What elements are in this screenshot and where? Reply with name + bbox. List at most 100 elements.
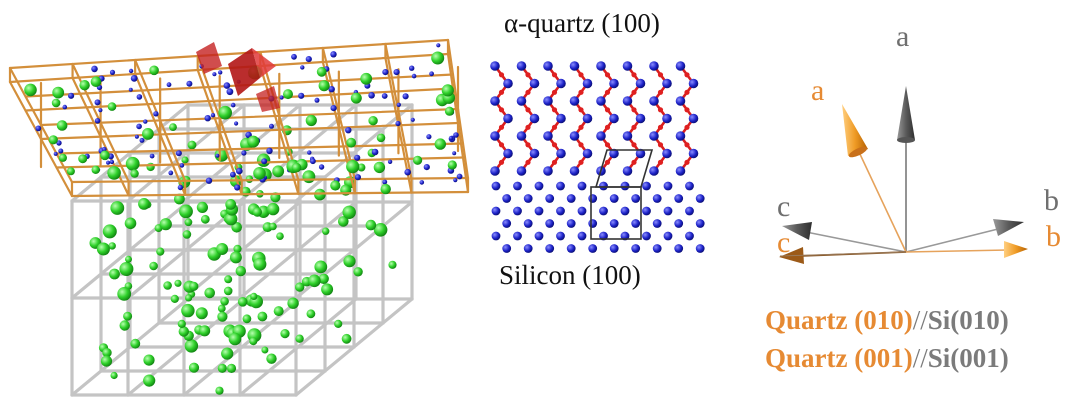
silicon-atom (138, 198, 150, 210)
silicon-atom (434, 138, 446, 150)
sio4-tetrahedron (196, 42, 280, 112)
silicon-atom (79, 80, 90, 91)
silicon-atom (338, 216, 349, 227)
silicon-atom (295, 282, 305, 292)
oxygen-atom (631, 124, 637, 130)
oxygen-atom (684, 142, 690, 148)
quartz-cell-edge (55, 142, 465, 155)
oxygen-atom (453, 178, 458, 183)
oxygen-atom (684, 89, 690, 95)
quartz-supercell-wireframe (8, 38, 470, 198)
silicon-atom (675, 61, 686, 71)
silicon-atom (388, 260, 397, 269)
silicon-atom (305, 114, 317, 127)
silicon-atom (225, 199, 237, 210)
quartz-cell-edge (70, 176, 470, 184)
silicon-atom (283, 89, 293, 100)
oxygen-atom (409, 65, 415, 71)
oxygen-atom (395, 120, 401, 127)
silicon-atom (169, 123, 177, 131)
silicon-atom (306, 309, 316, 319)
oxygen-atom (387, 159, 393, 164)
oxygen-atom (551, 142, 558, 148)
silicon-atom (688, 78, 699, 89)
silicon-atom (685, 231, 694, 241)
quartz-atoms (24, 43, 463, 195)
silicon-atom (631, 244, 641, 253)
oxygen-atom (452, 151, 457, 156)
silicon-atom (187, 140, 197, 150)
quartz-cell-edge (24, 87, 455, 112)
oxygen-atom (525, 89, 531, 95)
oxygen-atom (91, 65, 98, 73)
silicon-atom (314, 188, 326, 201)
oxygen-atom (657, 89, 664, 95)
silicon-atom (662, 148, 672, 159)
oxygen-atom (498, 159, 505, 165)
silicon-atom (609, 78, 619, 89)
oxygen-atom (101, 146, 107, 152)
silicon-atom (181, 156, 189, 164)
oxygen-atom (226, 88, 234, 96)
silicon-atom (287, 297, 299, 309)
quartz-cell-edge (8, 38, 450, 70)
oxygen-atom (657, 124, 664, 130)
lattice-projection (490, 61, 705, 253)
silicon-atom (490, 96, 500, 106)
silicon-atom (599, 181, 608, 191)
silicon-atom (228, 332, 242, 346)
oxygen-atom (330, 51, 337, 58)
quartz-axis-b-label: b (1046, 220, 1061, 253)
silicon-atom (566, 244, 576, 253)
silicon-atom (380, 183, 391, 195)
silicon-atom (341, 333, 352, 344)
silicon-atom (373, 223, 388, 237)
silicon-atom (185, 294, 193, 302)
silicon-atom (149, 65, 159, 76)
silicon-atom (663, 231, 673, 241)
oxygen-atom (381, 93, 388, 99)
oxygen-atom (684, 107, 690, 113)
silicon-atom (622, 96, 633, 106)
oxygen-atom (498, 142, 505, 148)
quartz-axis-c-label: c (777, 226, 791, 259)
silicon-atom (566, 219, 576, 228)
silicon-atom (52, 86, 65, 99)
oxygen-atom (175, 150, 182, 157)
silicon-atom (622, 166, 633, 176)
silicon-atom (491, 231, 501, 241)
silicon-atom (242, 314, 252, 324)
silicon-atoms (89, 123, 397, 395)
oxygen-atom (136, 123, 142, 130)
oxygen-atom (657, 72, 664, 78)
silicon-atom (142, 127, 154, 140)
silicon-atom (184, 339, 199, 353)
silicon-atom (109, 268, 120, 280)
silicon-atom (662, 78, 672, 89)
silicon-atom (217, 311, 228, 322)
oxygen-atom (604, 159, 611, 165)
silicon-atom (441, 84, 454, 97)
silicon-atom (596, 61, 606, 71)
oxygen-atom (62, 104, 68, 110)
oxygen-atom (128, 87, 133, 92)
silicon-atom (635, 78, 646, 89)
silicon-atom (342, 205, 356, 219)
silicon-atom (200, 214, 210, 224)
quartz-axis-a-arrow (842, 104, 907, 253)
silicon-atom (569, 96, 580, 106)
silicon-atom (502, 219, 512, 228)
oxygen-atom (498, 72, 505, 78)
silicon-atom (516, 166, 527, 176)
oxygen-atom (210, 113, 216, 118)
oxygen-atom (223, 82, 231, 89)
silicon-atom (534, 231, 544, 241)
silicon-atom (123, 311, 133, 321)
silicon-atom (102, 224, 117, 239)
oxygen-atom (134, 134, 139, 139)
silicon-atom (314, 260, 328, 274)
oxygen-atom (58, 148, 64, 154)
silicon-atom (609, 244, 619, 253)
silicon-atom (588, 219, 598, 228)
silicon-atom (96, 242, 110, 256)
